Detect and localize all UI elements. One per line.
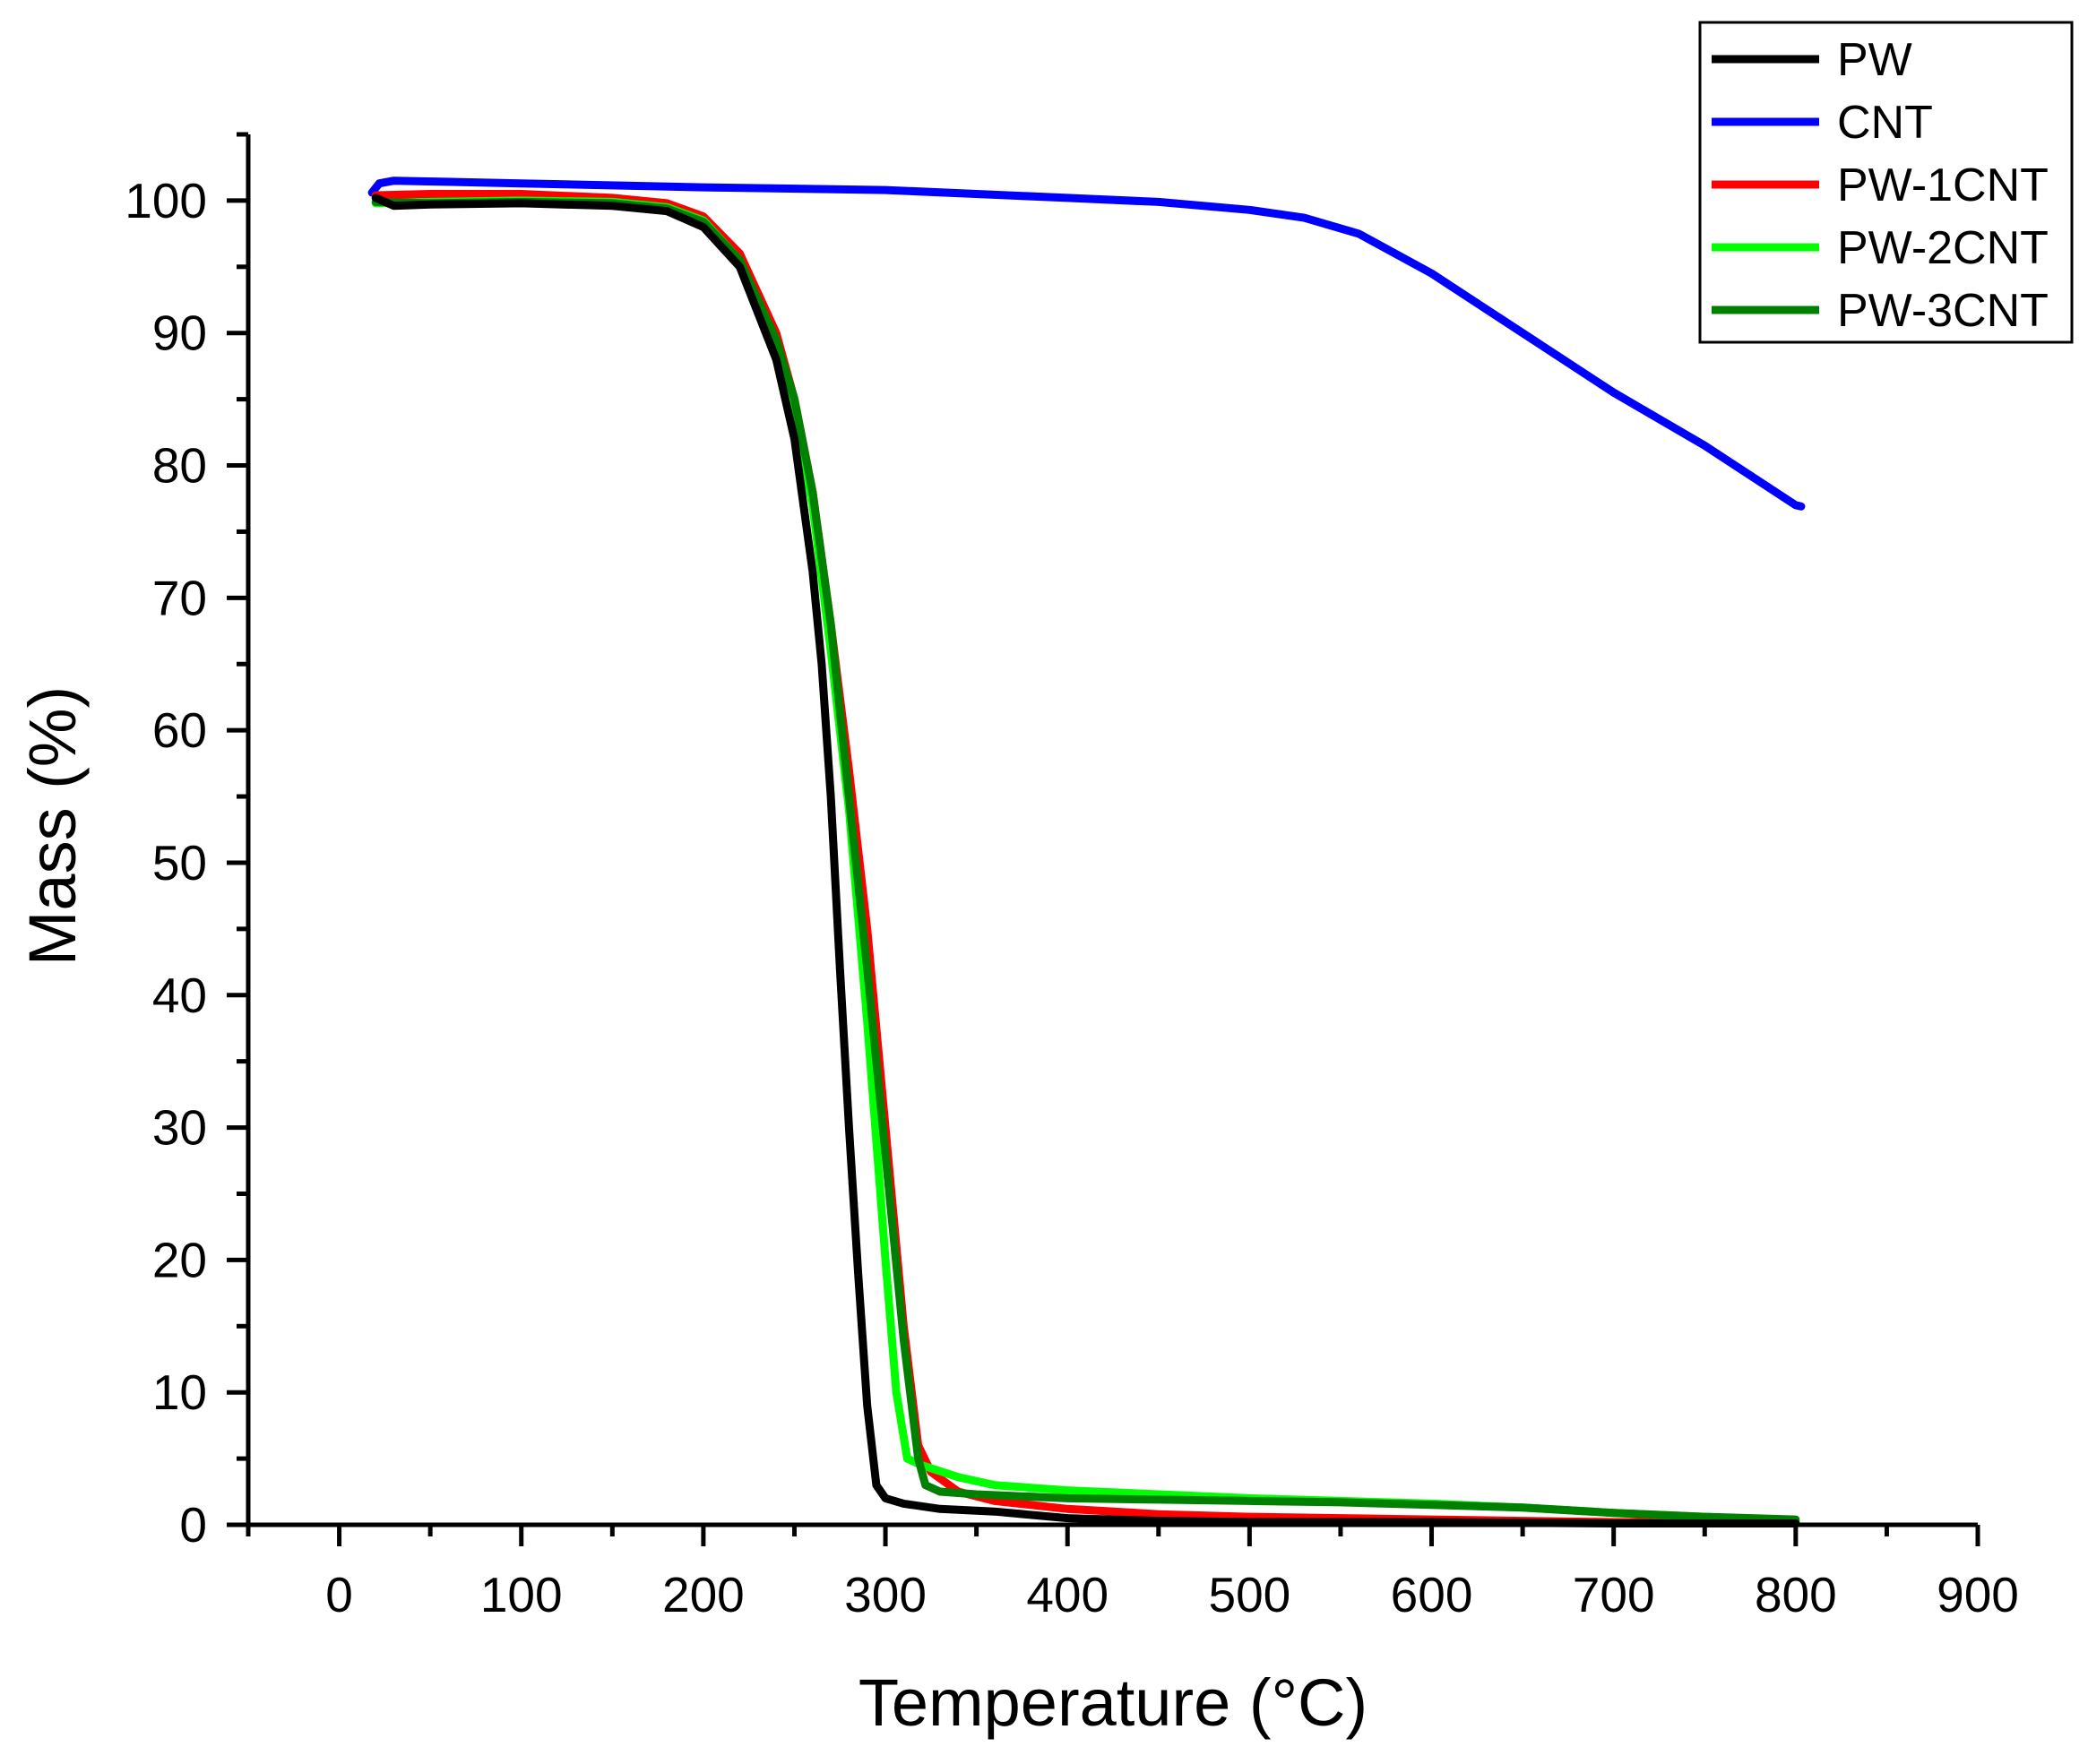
x-tick-label: 0 (325, 1567, 353, 1622)
x-axis-title: Temperature (°C) (858, 1665, 1368, 1740)
x-tick-label: 300 (844, 1567, 927, 1622)
series-line-pw (371, 194, 1800, 1527)
y-tick-label: 90 (152, 305, 207, 361)
legend: PW CNT PW-1CNT PW-2CNT PW-3CNT (1698, 21, 2074, 344)
x-tick-label: 900 (1937, 1567, 2019, 1622)
series-line-pw-2cnt (371, 196, 1800, 1526)
series-layer (367, 176, 1806, 1527)
x-tick-label: 200 (662, 1567, 745, 1622)
axes-layer: 0 100 200 300 400 500 600 700 800 900 0 10 20 30 40 50 6… (15, 132, 2019, 1740)
legend-label-pw-1cnt: PW-1CNT (1837, 159, 2049, 211)
legend-label-pw-2cnt: PW-2CNT (1837, 222, 2049, 274)
y-tick-label: 70 (152, 570, 207, 625)
y-tick-label: 100 (125, 173, 207, 228)
y-tick-label: 30 (152, 1100, 207, 1156)
x-tick-label: 700 (1573, 1567, 1655, 1622)
x-tick-label: 500 (1208, 1567, 1290, 1622)
y-tick-label: 20 (152, 1232, 207, 1287)
y-tick-label: 40 (152, 968, 207, 1023)
y-tick-label: 10 (152, 1364, 207, 1420)
y-tick-label: 50 (152, 835, 207, 891)
y-tick-label: 0 (179, 1497, 207, 1553)
x-tick-label: 100 (480, 1567, 563, 1622)
legend-label-cnt: CNT (1837, 97, 1933, 149)
x-tick-label: 600 (1391, 1567, 1473, 1622)
legend-label-pw-3cnt: PW-3CNT (1837, 285, 2049, 337)
series-line-cnt (367, 176, 1806, 511)
x-tick-label: 400 (1026, 1567, 1109, 1622)
legend-label-pw: PW (1837, 34, 1912, 86)
y-tick-label: 60 (152, 702, 207, 758)
series-line-pw-3cnt (371, 197, 1800, 1524)
series-line-pw-1cnt (371, 190, 1800, 1527)
y-tick-label: 80 (152, 438, 207, 494)
y-axis-title: Mass (%) (15, 686, 90, 966)
x-tick-label: 800 (1755, 1567, 1837, 1622)
